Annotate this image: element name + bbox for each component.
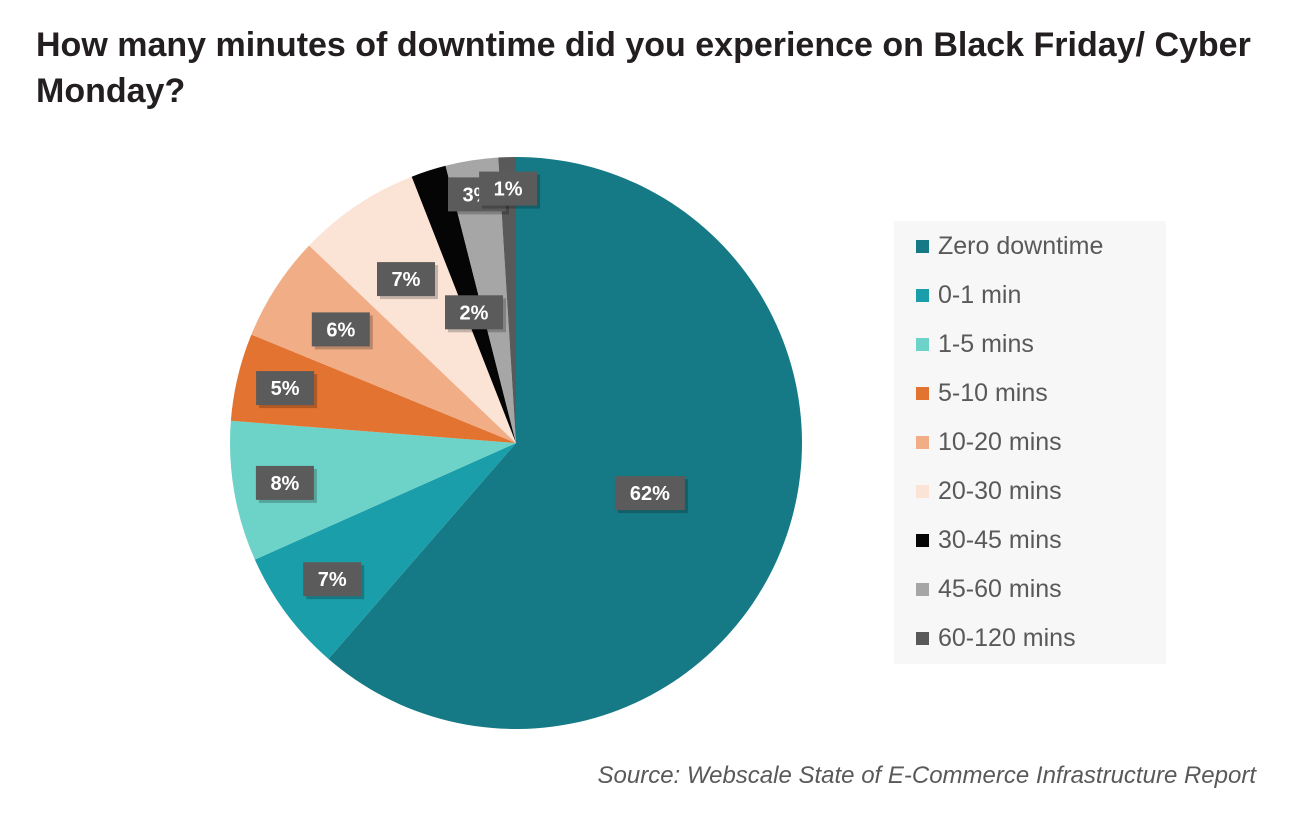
- legend-item: 0-1 min: [916, 280, 1021, 310]
- data-label: 7%: [377, 262, 438, 300]
- data-label: 8%: [255, 465, 317, 503]
- pie-slice-60-120-mins: [498, 157, 516, 443]
- legend-label: 10-20 mins: [938, 427, 1062, 456]
- pie-slice-20-30-mins: [309, 176, 516, 443]
- data-label-box: [614, 476, 685, 511]
- data-label-box: [445, 295, 503, 330]
- legend-swatch: [916, 631, 929, 645]
- data-label: 7%: [303, 562, 365, 600]
- data-label-box: [303, 562, 362, 597]
- legend-item: 45-60 mins: [916, 574, 1062, 604]
- chart-legend: Zero downtime 0-1 min 1-5 mins 5-10 mins 10-…: [894, 221, 1166, 664]
- legend-label: 30-45 mins: [938, 525, 1062, 554]
- pie-slice-zero-downtime: [328, 157, 802, 730]
- legend-swatch: [916, 533, 929, 547]
- legend-label: Zero downtime: [938, 231, 1104, 260]
- legend-label: 20-30 mins: [938, 476, 1062, 505]
- legend-swatch: [916, 582, 929, 596]
- pie-slice-10-20-mins: [251, 245, 516, 443]
- legend-label: 45-60 mins: [938, 574, 1062, 603]
- data-label-box: [255, 465, 314, 500]
- data-label-text: 7%: [318, 569, 347, 591]
- legend-item: 20-30 mins: [916, 476, 1062, 506]
- data-label-box: [479, 171, 538, 206]
- data-label: 2%: [445, 295, 506, 333]
- legend-item: 10-20 mins: [916, 427, 1062, 457]
- legend-label: 5-10 mins: [938, 378, 1048, 407]
- legend-swatch: [916, 484, 929, 498]
- legend-item: 60-120 mins: [916, 623, 1076, 653]
- legend-label: 1-5 mins: [938, 329, 1034, 358]
- chart-title: How many minutes of downtime did you exp…: [36, 26, 1251, 110]
- data-label: 62%: [614, 476, 688, 514]
- data-label-text: 7%: [392, 269, 421, 291]
- legend-swatch: [916, 435, 929, 449]
- legend-swatch: [916, 337, 929, 351]
- legend-item: 5-10 mins: [916, 378, 1048, 408]
- data-label-text: 5%: [271, 378, 300, 400]
- pie-slices: [229, 157, 802, 730]
- data-label-text: 2%: [460, 302, 489, 324]
- data-label: 6%: [311, 312, 373, 350]
- pie-slice-0-1-min: [254, 443, 516, 659]
- legend-swatch: [916, 239, 929, 253]
- data-label: 5%: [256, 371, 318, 409]
- data-label-text: 1%: [494, 179, 523, 201]
- legend-label: 0-1 min: [938, 280, 1022, 309]
- legend-item: 1-5 mins: [916, 329, 1034, 359]
- legend-item: Zero downtime: [916, 231, 1103, 261]
- data-label-box: [377, 262, 435, 297]
- data-label-text: 8%: [270, 473, 299, 495]
- data-label: 1%: [479, 171, 541, 209]
- source-note: Source: Webscale State of E-Commerce Inf…: [597, 762, 1257, 789]
- legend-swatch: [916, 386, 929, 400]
- legend-label: 60-120 mins: [938, 623, 1076, 652]
- pie-slice-1-5-mins: [229, 420, 516, 560]
- data-label-text: 62%: [630, 483, 670, 505]
- data-label-box: [256, 371, 315, 406]
- data-label-box: [311, 312, 370, 347]
- pie-data-labels: 62%7%8%5%6%7%2%3% 1%: [255, 171, 688, 600]
- data-label-text: 6%: [326, 319, 355, 341]
- legend-item: 30-45 mins: [916, 525, 1062, 555]
- legend-swatch: [916, 288, 929, 302]
- pie-slice-5-10-mins: [230, 334, 517, 443]
